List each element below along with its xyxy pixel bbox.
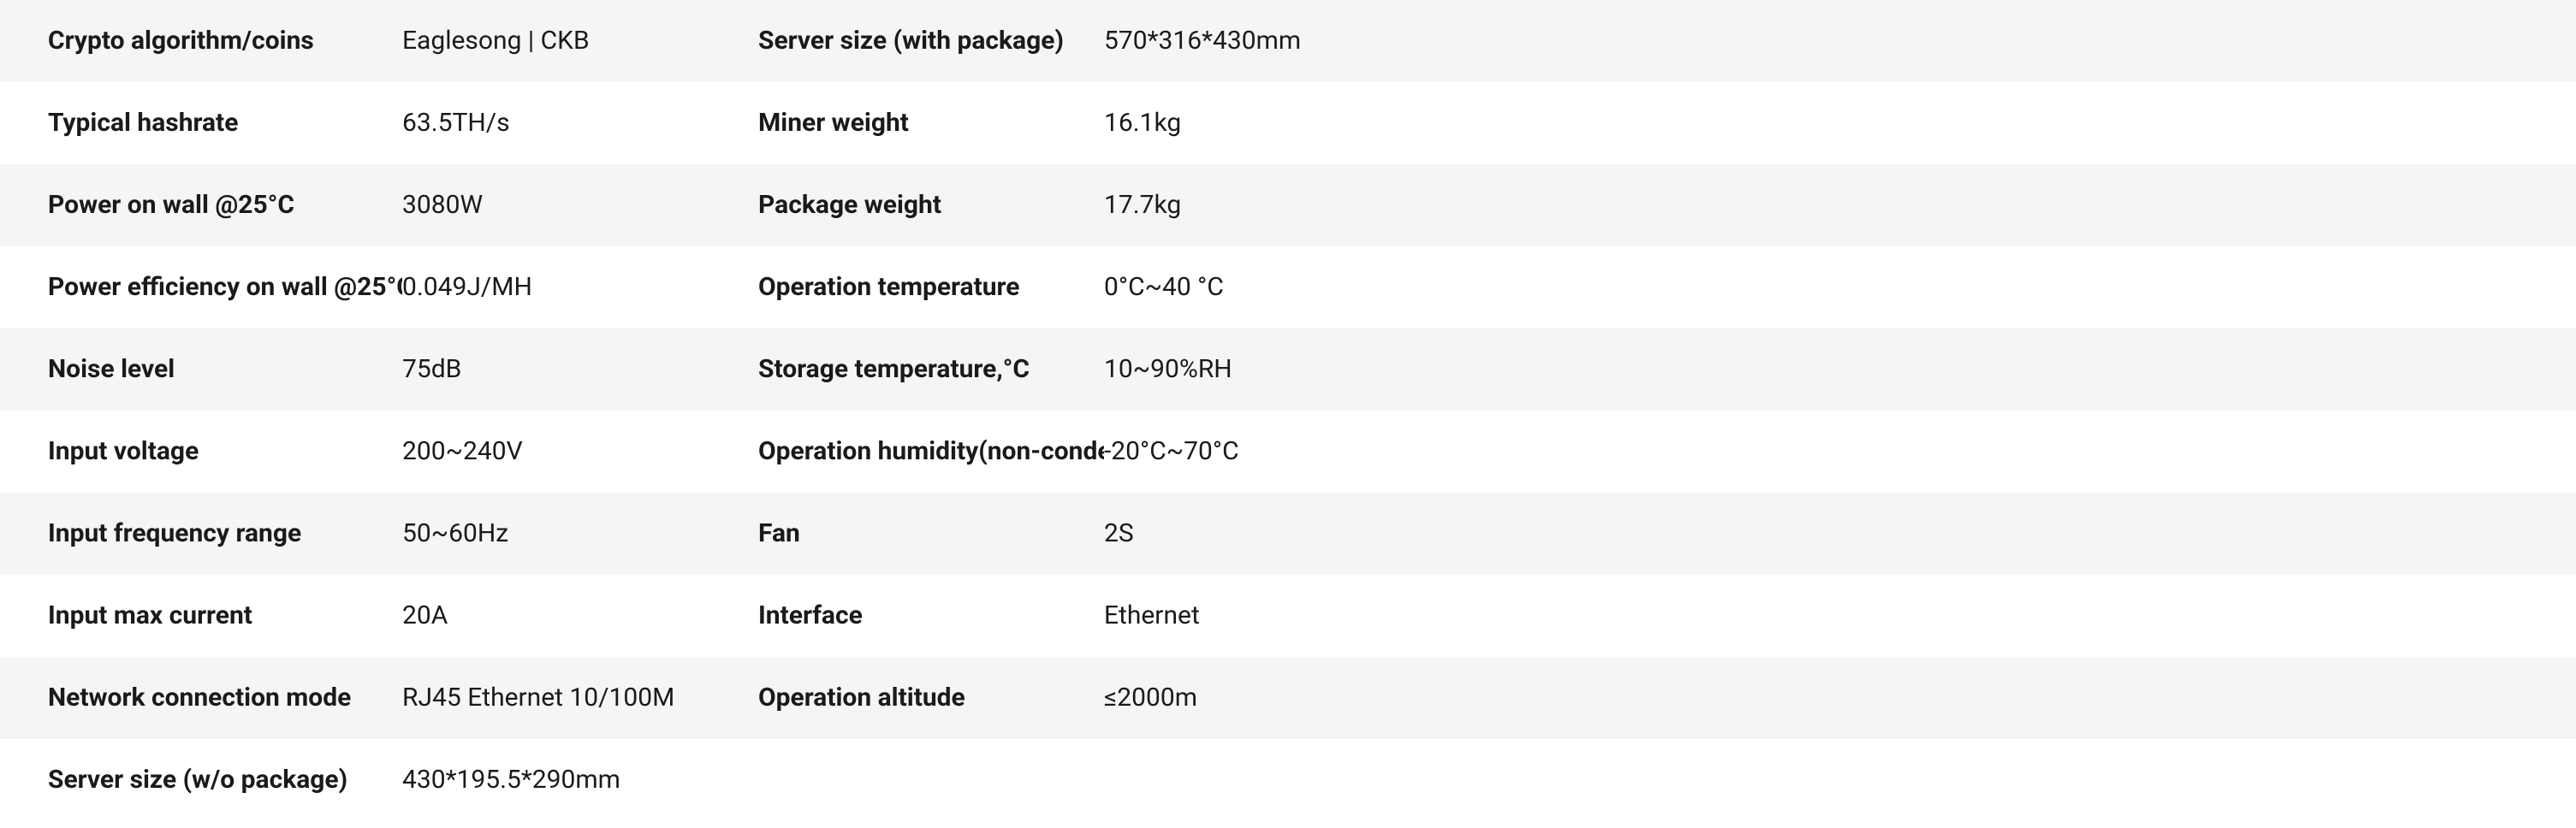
spec-label: Fan: [710, 493, 1104, 575]
spec-label: Operation altitude: [710, 657, 1104, 739]
spec-row: Input frequency range 50~60Hz Fan 2S: [0, 493, 2576, 575]
spec-label: Miner weight: [710, 82, 1104, 164]
spec-value: ≤2000m: [1104, 657, 2576, 739]
spec-row: Input voltage 200~240V Operation humidit…: [0, 411, 2576, 493]
spec-label: Package weight: [710, 164, 1104, 246]
spec-value: -20°C~70°C: [1104, 411, 2576, 493]
spec-value: 0.049J/MH: [402, 246, 710, 328]
spec-row: Crypto algorithm/coins Eaglesong | CKB S…: [0, 0, 2576, 82]
spec-row: Typical hashrate 63.5TH/s Miner weight 1…: [0, 82, 2576, 164]
spec-value: 63.5TH/s: [402, 82, 710, 164]
spec-value: 3080W: [402, 164, 710, 246]
spec-label: Input voltage: [0, 411, 402, 493]
spec-value: 50~60Hz: [402, 493, 710, 575]
spec-row: Power on wall @25°C 3080W Package weight…: [0, 164, 2576, 246]
spec-value: RJ45 Ethernet 10/100M: [402, 657, 710, 739]
spec-label: Power on wall @25°C: [0, 164, 402, 246]
spec-label: Network connection mode: [0, 657, 402, 739]
spec-label: Server size (with package): [710, 0, 1104, 82]
spec-label: Input frequency range: [0, 493, 402, 575]
spec-value: 10~90%RH: [1104, 328, 2576, 411]
spec-label: Server size (w/o package): [0, 739, 402, 821]
spec-label: Storage temperature,°C: [710, 328, 1104, 411]
spec-label: [710, 739, 1104, 821]
spec-row: Power efficiency on wall @25°C 0.049J/MH…: [0, 246, 2576, 328]
spec-value: 20A: [402, 575, 710, 657]
spec-value: 17.7kg: [1104, 164, 2576, 246]
spec-value: 570*316*430mm: [1104, 0, 2576, 82]
spec-value: Eaglesong | CKB: [402, 0, 710, 82]
spec-row: Noise level 75dB Storage temperature,°C …: [0, 328, 2576, 411]
spec-row: Server size (w/o package) 430*195.5*290m…: [0, 739, 2576, 821]
spec-label: Operation humidity(non-condensing): [710, 411, 1104, 493]
spec-label: Crypto algorithm/coins: [0, 0, 402, 82]
spec-label: Power efficiency on wall @25°C: [0, 246, 402, 328]
spec-value: 75dB: [402, 328, 710, 411]
spec-label: Input max current: [0, 575, 402, 657]
spec-label: Interface: [710, 575, 1104, 657]
spec-value: 200~240V: [402, 411, 710, 493]
spec-value: Ethernet: [1104, 575, 2576, 657]
spec-row: Input max current 20A Interface Ethernet: [0, 575, 2576, 657]
spec-value: 0°C~40 °C: [1104, 246, 2576, 328]
spec-table: Crypto algorithm/coins Eaglesong | CKB S…: [0, 0, 2576, 821]
spec-value: 430*195.5*290mm: [402, 739, 710, 821]
spec-label: Operation temperature: [710, 246, 1104, 328]
spec-label: Noise level: [0, 328, 402, 411]
spec-label: Typical hashrate: [0, 82, 402, 164]
spec-value: 2S: [1104, 493, 2576, 575]
spec-value: 16.1kg: [1104, 82, 2576, 164]
spec-value: [1104, 739, 2576, 821]
spec-row: Network connection mode RJ45 Ethernet 10…: [0, 657, 2576, 739]
